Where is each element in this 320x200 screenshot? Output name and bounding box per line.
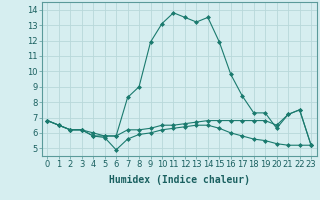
X-axis label: Humidex (Indice chaleur): Humidex (Indice chaleur) [109, 175, 250, 185]
